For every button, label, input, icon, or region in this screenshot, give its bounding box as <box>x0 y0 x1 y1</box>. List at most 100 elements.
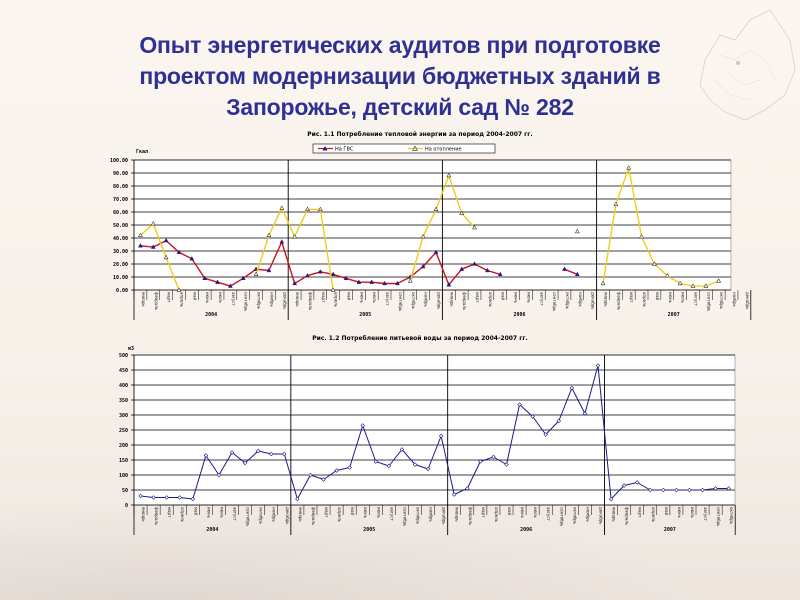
x-month-label: март <box>167 292 172 303</box>
data-point-triangle-icon <box>562 266 567 271</box>
data-point-triangle-icon <box>459 210 465 215</box>
x-month-label: сентябрь <box>246 507 251 527</box>
data-point-triangle-icon <box>330 287 336 292</box>
y-tick-label: 250 <box>119 428 128 434</box>
data-point-triangle-icon <box>150 220 156 226</box>
x-month-label: июнь <box>206 507 211 519</box>
x-month-label: май <box>664 507 669 515</box>
y-tick-label: 150 <box>119 458 128 464</box>
x-month-label: август <box>233 507 238 521</box>
data-point-diamond-icon <box>360 423 365 428</box>
data-point-triangle-icon <box>664 272 670 278</box>
x-month-label: февраль <box>625 507 630 526</box>
map-decoration-icon <box>699 9 796 121</box>
x-month-label: ноябрь <box>585 507 590 522</box>
x-month-label: сентябрь <box>559 507 564 527</box>
data-point-diamond-icon <box>674 487 679 493</box>
slide-title-line-3: Запорожье, детский сад № 282 <box>226 94 574 120</box>
x-month-label: июль <box>681 292 686 304</box>
data-point-diamond-icon <box>412 462 418 467</box>
data-point-diamond-icon <box>386 463 392 469</box>
x-month-label: июль <box>533 507 538 519</box>
x-year-label: 2006 <box>520 527 532 533</box>
x-month-label: февраль <box>616 292 621 311</box>
x-month-label: декабрь <box>745 292 750 310</box>
heat-chart-y-unit: Гкал <box>136 149 148 155</box>
data-point-diamond-icon <box>661 487 666 493</box>
data-point-diamond-icon <box>726 486 731 491</box>
x-month-label: август <box>539 292 544 306</box>
y-tick-label: 80.00 <box>113 184 128 190</box>
x-month-label: октябрь <box>257 292 262 310</box>
data-point-triangle-icon <box>279 239 285 244</box>
x-month-label: август <box>546 507 551 521</box>
x-month-label: февраль <box>468 507 473 526</box>
data-point-diamond-icon <box>229 450 235 455</box>
slide-background-shade <box>0 490 800 600</box>
data-point-diamond-icon <box>491 454 496 460</box>
data-point-triangle-icon <box>279 205 285 210</box>
x-month-label: сентябрь <box>398 292 403 312</box>
data-point-triangle-icon <box>356 279 362 284</box>
data-point-triangle-icon <box>176 287 182 292</box>
data-point-triangle-icon <box>138 243 143 248</box>
data-point-triangle-icon <box>382 280 387 286</box>
data-point-diamond-icon <box>465 486 470 491</box>
data-point-diamond-icon <box>321 477 326 482</box>
x-month-label: апрель <box>179 292 184 308</box>
data-point-diamond-icon <box>556 418 561 424</box>
data-point-triangle-icon <box>407 278 413 283</box>
data-point-triangle-icon <box>613 201 619 206</box>
data-point-triangle-icon <box>163 254 169 260</box>
data-point-triangle-icon <box>138 232 143 238</box>
data-point-triangle-icon <box>459 266 465 271</box>
x-month-label: ноябрь <box>732 292 737 307</box>
x-month-label: март <box>629 292 634 303</box>
y-tick-label: 0.00 <box>116 288 128 294</box>
x-year-label: 2006 <box>513 312 525 318</box>
x-month-label: февраль <box>154 507 159 526</box>
heat-series-line <box>564 268 578 276</box>
heat-chart-legend: На ГВС На отопление <box>312 143 496 154</box>
y-tick-label: 500 <box>119 353 128 359</box>
x-month-label: апрель <box>337 507 342 523</box>
data-point-diamond-icon <box>595 363 601 368</box>
y-tick-label: 50.00 <box>113 223 128 229</box>
x-month-label: апрель <box>642 292 647 308</box>
data-point-diamond-icon <box>582 411 588 416</box>
data-point-triangle-icon <box>266 232 272 238</box>
data-point-triangle-icon <box>395 280 400 286</box>
data-point-triangle-icon <box>240 275 246 280</box>
x-month-label: январь <box>612 507 617 522</box>
water-series-line <box>140 365 729 500</box>
data-point-diamond-icon <box>569 385 575 391</box>
x-month-label: август <box>231 292 236 306</box>
x-month-label: январь <box>295 292 300 307</box>
data-point-triangle-icon <box>266 267 272 273</box>
x-year-label: 2004 <box>206 527 218 533</box>
y-tick-label: 60.00 <box>113 210 128 216</box>
data-point-triangle-icon <box>189 256 195 261</box>
heat-chart-title: Рис. 1.1 Потребление тепловой энергии за… <box>307 131 532 138</box>
heat-series-line <box>409 174 476 282</box>
data-point-diamond-icon <box>177 495 182 500</box>
data-point-diamond-icon <box>713 486 718 491</box>
x-month-label: декабрь <box>436 292 441 310</box>
x-month-label: апрель <box>488 292 493 308</box>
data-point-diamond-icon <box>399 447 405 452</box>
x-month-label: июнь <box>677 507 682 519</box>
x-month-label: сентябрь <box>706 292 711 312</box>
data-point-diamond-icon <box>543 432 548 437</box>
x-month-label: май <box>507 507 512 515</box>
x-month-label: июль <box>219 507 224 519</box>
heat-consumption-chart: Рис. 1.1 Потребление тепловой энергии за… <box>110 131 752 320</box>
y-tick-label: 40.00 <box>113 236 128 242</box>
data-point-diamond-icon <box>269 451 274 457</box>
x-month-label: январь <box>604 292 609 307</box>
data-point-triangle-icon <box>343 275 349 280</box>
x-month-label: июль <box>690 507 695 519</box>
y-tick-label: 100.00 <box>110 158 128 164</box>
y-tick-label: 200 <box>119 443 128 449</box>
x-month-label: октябрь <box>259 507 264 525</box>
x-month-label: июль <box>218 292 223 304</box>
